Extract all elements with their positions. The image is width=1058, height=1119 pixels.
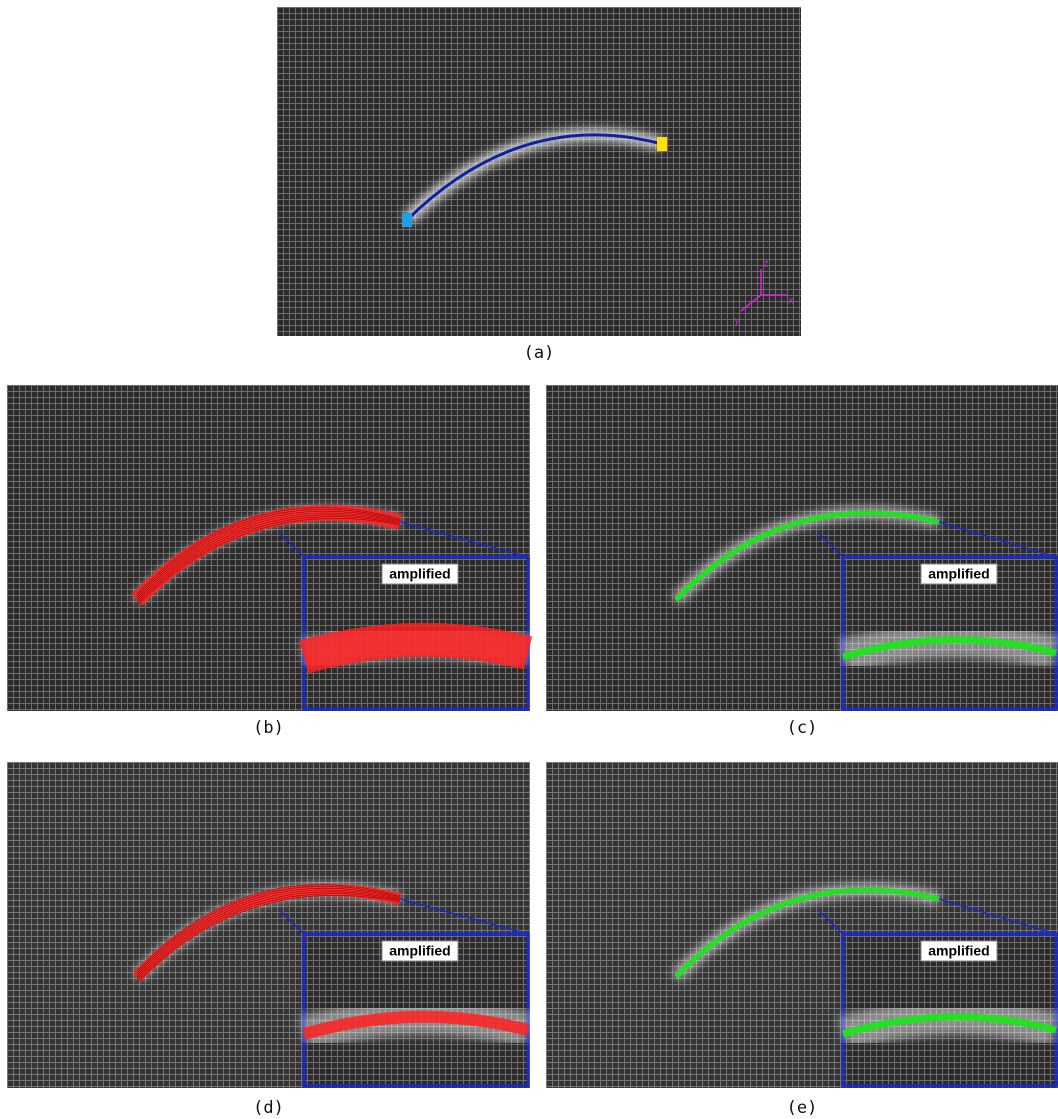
figure: z x y (a) amplified (b) amplified (c) amplified (…	[0, 0, 1058, 1119]
inset-label: amplified	[928, 943, 989, 959]
caption: (d)	[253, 1098, 284, 1118]
inset-label: amplified	[389, 943, 450, 959]
caption: (e)	[787, 1098, 818, 1118]
caption: (a)	[524, 343, 555, 363]
axis-label: z	[764, 259, 769, 270]
panel: z x y	[277, 7, 801, 336]
inset-label: amplified	[389, 566, 450, 582]
inset-curve	[304, 640, 528, 657]
axis-label: x	[789, 296, 794, 307]
panel: amplified	[7, 762, 530, 1088]
start-marker	[402, 213, 412, 227]
inset-label: amplified	[928, 566, 989, 582]
panel: amplified	[546, 762, 1058, 1088]
panel: amplified	[7, 385, 530, 711]
caption: (b)	[253, 718, 284, 738]
panel: amplified	[546, 385, 1058, 711]
caption: (c)	[787, 718, 818, 738]
page: z x y (a) amplified (b) amplified (c) amplified (…	[0, 0, 1058, 1119]
axis-label: y	[735, 316, 740, 327]
end-marker	[657, 137, 667, 151]
panel-image	[277, 7, 801, 336]
